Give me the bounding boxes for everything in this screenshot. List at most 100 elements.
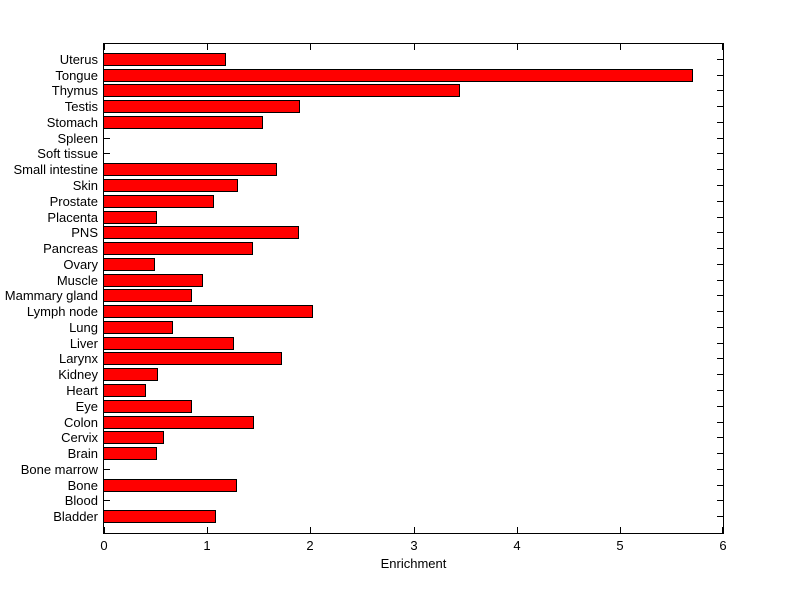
x-tick: [310, 44, 311, 50]
x-tick: [722, 44, 723, 50]
y-tick: [717, 374, 723, 375]
y-tick: [717, 311, 723, 312]
bar: [103, 289, 192, 302]
category-label: Prostate: [49, 194, 98, 209]
category-label: Testis: [64, 99, 98, 114]
y-tick: [717, 422, 723, 423]
bar: [103, 195, 214, 208]
category-label: Bone marrow: [20, 462, 98, 477]
category-label: PNS: [71, 225, 98, 240]
x-tick-label: 0: [100, 538, 108, 553]
category-label: Tongue: [55, 68, 98, 83]
x-tick: [104, 44, 105, 50]
category-label: Mammary gland: [4, 288, 98, 303]
category-label: Cervix: [61, 430, 98, 445]
category-label: Heart: [66, 383, 98, 398]
category-label: Eye: [75, 399, 98, 414]
y-tick: [104, 138, 110, 139]
category-label: Kidney: [58, 367, 98, 382]
category-label: Liver: [69, 336, 98, 351]
bar: [103, 510, 216, 523]
plot-area: [103, 43, 724, 534]
category-label: Bladder: [53, 509, 98, 524]
x-tick-label: 3: [410, 538, 418, 553]
y-tick: [717, 264, 723, 265]
bar: [103, 337, 234, 350]
x-tick-label: 5: [616, 538, 624, 553]
category-label: Spleen: [57, 131, 98, 146]
x-tick: [310, 527, 311, 533]
category-label: Blood: [64, 493, 98, 508]
category-label: Skin: [72, 178, 98, 193]
y-tick: [717, 185, 723, 186]
bar: [103, 274, 203, 287]
bar: [103, 368, 158, 381]
y-tick: [717, 106, 723, 107]
y-tick: [717, 248, 723, 249]
x-axis-label: Enrichment: [380, 556, 447, 571]
bar: [103, 352, 282, 365]
x-tick: [517, 44, 518, 50]
category-label: Colon: [64, 415, 98, 430]
x-tick: [620, 527, 621, 533]
x-tick: [207, 527, 208, 533]
bar: [103, 226, 299, 239]
x-tick: [517, 527, 518, 533]
y-tick: [717, 500, 723, 501]
y-tick: [717, 485, 723, 486]
category-label: Brain: [67, 446, 98, 461]
y-tick: [717, 469, 723, 470]
bar: [103, 479, 237, 492]
bar: [103, 242, 253, 255]
x-tick: [207, 44, 208, 50]
category-label: Ovary: [63, 257, 98, 272]
bar: [103, 69, 693, 82]
x-tick: [620, 44, 621, 50]
y-tick: [717, 138, 723, 139]
y-tick: [717, 169, 723, 170]
y-tick: [717, 201, 723, 202]
bar: [103, 53, 226, 66]
bar: [103, 431, 164, 444]
category-label: Lung: [69, 320, 98, 335]
y-tick: [717, 295, 723, 296]
y-tick: [717, 153, 723, 154]
bar: [103, 447, 157, 460]
category-label: Thymus: [51, 83, 98, 98]
y-tick: [717, 59, 723, 60]
bar: [103, 384, 146, 397]
y-tick: [717, 232, 723, 233]
x-tick-label: 6: [719, 538, 727, 553]
y-tick: [717, 280, 723, 281]
x-tick: [414, 44, 415, 50]
category-label: Bone: [67, 478, 98, 493]
y-tick: [717, 343, 723, 344]
y-tick: [717, 437, 723, 438]
bar: [103, 305, 313, 318]
bar: [103, 416, 254, 429]
category-label: Lymph node: [26, 304, 98, 319]
y-tick: [717, 453, 723, 454]
y-tick: [717, 516, 723, 517]
bar: [103, 84, 460, 97]
y-tick: [717, 406, 723, 407]
category-label: Placenta: [47, 210, 98, 225]
bar: [103, 163, 277, 176]
y-tick: [717, 390, 723, 391]
y-tick: [717, 327, 723, 328]
y-tick: [104, 500, 110, 501]
bar: [103, 211, 157, 224]
x-tick-label: 2: [306, 538, 314, 553]
y-tick: [717, 358, 723, 359]
category-label: Uterus: [59, 52, 98, 67]
bar: [103, 321, 173, 334]
bar: [103, 116, 263, 129]
category-label: Muscle: [56, 273, 98, 288]
category-label: Small intestine: [13, 162, 98, 177]
bar: [103, 400, 192, 413]
x-tick-label: 1: [203, 538, 211, 553]
x-tick: [722, 527, 723, 533]
x-tick-label: 4: [513, 538, 521, 553]
bar: [103, 179, 238, 192]
